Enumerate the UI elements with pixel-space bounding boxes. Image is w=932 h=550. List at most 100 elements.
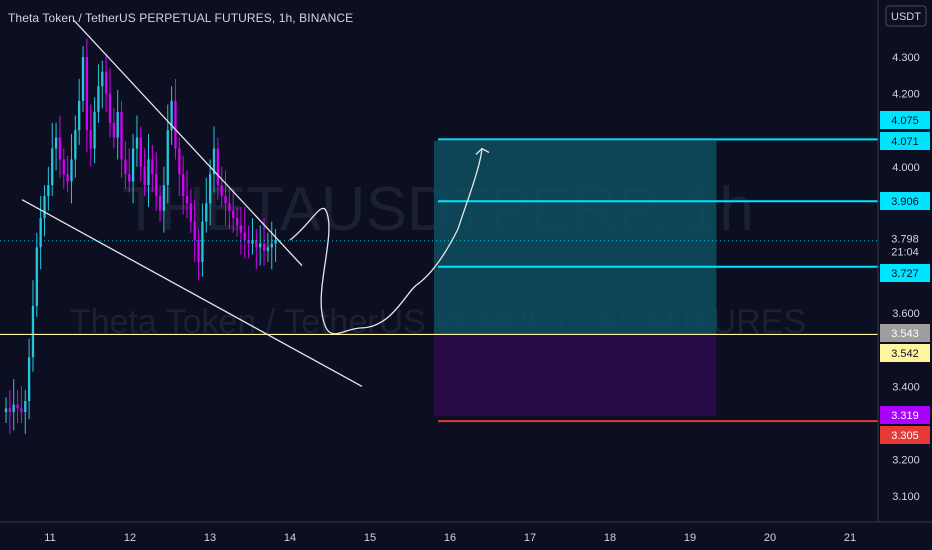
- x-tick-label: 17: [524, 532, 536, 544]
- candle: [47, 166, 50, 211]
- projection-arrowhead: [475, 147, 490, 155]
- candle-body: [205, 203, 208, 222]
- candle-body: [124, 159, 127, 175]
- candle-body: [174, 100, 177, 149]
- candle-body: [208, 174, 212, 204]
- candle-body: [81, 57, 85, 101]
- level-badge-3.543: [880, 324, 930, 342]
- level-badge-4.071: [880, 132, 930, 150]
- candle: [178, 137, 181, 197]
- level-badge-label-3.542: 3.542: [891, 348, 919, 360]
- candle-body: [274, 240, 277, 244]
- candle: [54, 122, 58, 171]
- x-tick-label: 20: [764, 532, 776, 544]
- candle: [189, 188, 193, 233]
- candle: [20, 386, 23, 423]
- x-tick-label: 11: [44, 532, 55, 544]
- candle: [228, 188, 231, 230]
- candle: [158, 185, 162, 222]
- level-badge-3.319: [880, 406, 930, 424]
- symbol-title: Theta Token / TetherUS PERPETUAL FUTURES…: [8, 11, 354, 25]
- level-badge-4.075: [880, 111, 930, 129]
- candle-body: [170, 100, 173, 131]
- y-tick-label: 4.000: [892, 162, 920, 174]
- candle: [270, 221, 273, 270]
- trend-line-1: [73, 19, 303, 267]
- candle-body: [143, 166, 146, 186]
- candle-body: [131, 148, 135, 182]
- y-tick-label: 3.200: [892, 455, 920, 467]
- candle-body: [251, 240, 254, 244]
- candle-body: [112, 122, 115, 138]
- x-tick-label: 16: [444, 532, 456, 544]
- level-badge-3.727: [880, 264, 930, 282]
- candle: [39, 196, 42, 270]
- drawings: [21, 19, 490, 387]
- candle: [139, 126, 142, 182]
- y-tick-label: 3.400: [892, 381, 920, 393]
- candle: [185, 170, 189, 219]
- y-tick-label: 3.600: [892, 308, 920, 320]
- currency-label: USDT: [891, 11, 921, 23]
- candle: [104, 53, 108, 112]
- candle: [70, 133, 73, 204]
- candle-body: [158, 196, 162, 211]
- stop-zone: [434, 334, 717, 417]
- candle: [93, 97, 96, 164]
- candle-body: [235, 218, 239, 226]
- candle-body: [182, 174, 185, 197]
- candle: [239, 207, 243, 255]
- candle-body: [31, 305, 35, 358]
- level-badge-3.906: [880, 192, 930, 210]
- level-badge-label-3.906: 3.906: [891, 196, 919, 208]
- candle: [212, 126, 216, 193]
- level-badge-label-4.075: 4.075: [891, 115, 919, 127]
- candle: [74, 115, 77, 178]
- x-tick-label: 15: [364, 532, 376, 544]
- x-tick-label: 12: [124, 532, 136, 544]
- x-tick-label: 13: [204, 532, 216, 544]
- candle-body: [101, 71, 104, 87]
- candle: [62, 148, 65, 189]
- candle-body: [216, 148, 219, 186]
- candle: [262, 218, 266, 266]
- candle: [266, 232, 270, 262]
- candle-body: [89, 130, 92, 149]
- candle: [243, 207, 246, 259]
- candle: [78, 78, 81, 145]
- candle: [16, 390, 19, 423]
- candle-body: [12, 404, 15, 413]
- candle-body: [35, 247, 38, 306]
- candle: [89, 104, 92, 167]
- candle: [197, 229, 200, 281]
- candle-body: [97, 86, 100, 112]
- candle-body: [62, 159, 65, 175]
- candle: [232, 188, 235, 233]
- candle-body: [139, 137, 142, 167]
- candle: [128, 148, 131, 193]
- candle: [116, 89, 119, 160]
- candle: [31, 280, 35, 372]
- candle-body: [178, 148, 181, 175]
- level-badge-3.305: [880, 426, 930, 444]
- candle: [4, 397, 8, 423]
- candle-body: [197, 240, 200, 262]
- candle: [235, 207, 239, 237]
- candle-body: [270, 243, 273, 248]
- candle-body: [20, 408, 23, 413]
- level-badge-label-3.543: 3.543: [891, 328, 919, 340]
- level-badge-label-3.727: 3.727: [891, 268, 919, 280]
- candle-body: [243, 232, 246, 240]
- y-tick-label: 3.100: [892, 491, 920, 503]
- candle: [135, 115, 139, 167]
- candle-body: [255, 240, 258, 248]
- candle-body: [108, 93, 112, 123]
- candle: [120, 100, 123, 178]
- candle: [27, 338, 31, 420]
- candle: [51, 122, 54, 197]
- candle-body: [147, 159, 150, 186]
- candle: [131, 133, 135, 204]
- candle-body: [51, 148, 54, 186]
